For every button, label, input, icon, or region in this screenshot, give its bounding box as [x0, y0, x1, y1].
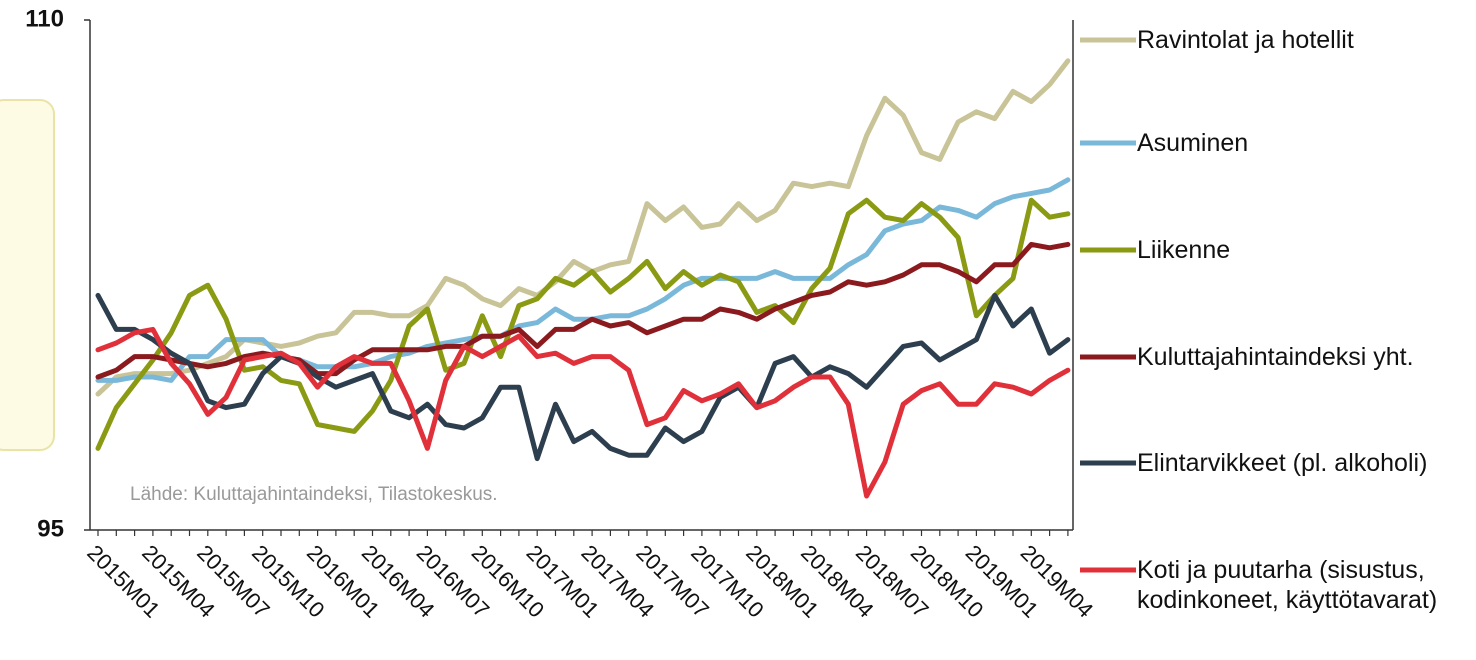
- legend-label: Koti ja puutarha (sisustus, kodinkoneet,…: [1137, 556, 1438, 614]
- series-line: [95, 326, 1071, 499]
- legend-label: Liikenne: [1137, 236, 1231, 264]
- legend-label: Elintarvikkeet (pl. alkoholi): [1137, 449, 1428, 477]
- legend-label: Ravintolat ja hotellit: [1137, 26, 1354, 54]
- series-line: [95, 58, 1071, 397]
- y-tick-label: 95: [37, 515, 64, 542]
- legend-label: Asuminen: [1137, 129, 1249, 157]
- series-line: [95, 241, 1071, 380]
- side-panel: [0, 99, 55, 451]
- source-note: Lähde: Kuluttajahintaindeksi, Tilastokes…: [130, 484, 498, 505]
- series-line: [95, 177, 1071, 383]
- y-tick-label: 110: [25, 5, 64, 32]
- series-line: [95, 292, 1071, 462]
- series-line: [95, 197, 1071, 451]
- legend-label: Kuluttajahintaindeksi yht.: [1137, 343, 1414, 371]
